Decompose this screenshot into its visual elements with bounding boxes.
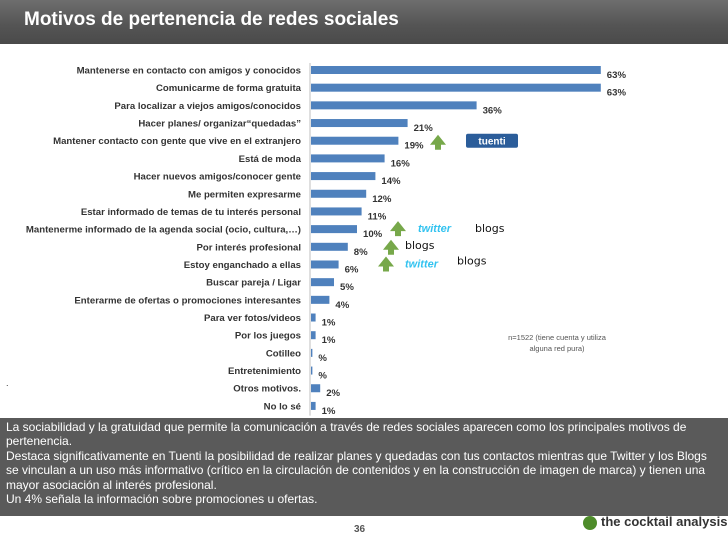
value-label: 21% — [414, 123, 434, 134]
tuenti-logo-text: tuenti — [478, 137, 505, 148]
category-label: Para localizar a viejos amigos/conocidos — [114, 101, 301, 112]
category-label: No lo sé — [264, 401, 301, 412]
value-label: 2% — [326, 388, 340, 399]
blogs-label: blogs — [405, 239, 435, 252]
stray-dot: . — [6, 378, 9, 388]
bar — [311, 242, 348, 251]
category-label: Buscar pareja / Ligar — [206, 278, 301, 289]
twitter-arrow-icon — [378, 256, 394, 272]
tuenti-arrow-icon — [430, 134, 446, 150]
category-label: Otros motivos. — [233, 384, 301, 395]
blogs-label: blogs — [457, 254, 487, 267]
value-label: % — [318, 353, 327, 364]
bar — [311, 83, 601, 92]
value-label: 1% — [322, 406, 336, 417]
cocktail-logo: the cocktail analysis — [583, 512, 727, 540]
tuenti-logo-icon — [466, 133, 518, 148]
category-label: Estar informado de temas de tu interés p… — [81, 207, 301, 218]
bar — [311, 119, 408, 128]
logo-mark-icon — [583, 516, 597, 530]
blogs-label: blogs — [475, 222, 505, 235]
value-label: 14% — [381, 176, 401, 187]
summary-paragraph-1: La sociabilidad y la gratuidad que permi… — [6, 420, 687, 449]
value-label: 19% — [404, 141, 424, 152]
bar — [311, 172, 376, 181]
bar — [311, 366, 313, 375]
bar — [311, 331, 316, 340]
value-label: 63% — [607, 70, 627, 81]
bar — [311, 66, 601, 74]
bar — [311, 384, 321, 393]
twitter-logo-icon: twitter — [405, 258, 439, 270]
value-label: 11% — [368, 211, 387, 222]
category-label: Cotilleo — [266, 348, 301, 359]
bar — [311, 101, 477, 110]
bar — [311, 225, 357, 234]
bar — [311, 295, 330, 304]
bar — [311, 278, 334, 287]
bar — [311, 189, 367, 198]
category-label: Enterarme de ofertas o promociones inter… — [74, 295, 301, 306]
bar — [311, 136, 399, 145]
bar — [311, 260, 339, 269]
page-title: Motivos de pertenencia de redes sociales — [24, 9, 399, 30]
bar — [311, 154, 385, 163]
value-label: 5% — [340, 282, 354, 293]
page-number: 36 — [354, 524, 366, 535]
value-label: 16% — [391, 158, 411, 169]
value-label: % — [318, 371, 327, 382]
category-label: Comunicarme de forma gratuita — [156, 83, 302, 94]
value-label: 12% — [372, 194, 392, 205]
category-label: Entretenimiento — [228, 366, 301, 377]
bar-chart: Mantenerse en contacto con amigos y cono… — [6, 63, 627, 417]
category-label: Mantener contacto con gente que vive en … — [53, 136, 301, 147]
twitter-logo-icon: twitter — [418, 223, 452, 235]
value-label: 36% — [483, 105, 503, 116]
bar — [311, 313, 316, 322]
value-label: 1% — [322, 335, 336, 346]
summary-paragraph-2: Destaca significativamente en Tuenti la … — [6, 448, 707, 492]
category-label: Por los juegos — [235, 331, 301, 342]
value-label: 10% — [363, 229, 383, 240]
title-bar: Motivos de pertenencia de redes sociales — [0, 0, 728, 44]
category-label: Hacer nuevos amigos/conocer gente — [134, 172, 301, 183]
category-label: Mantenerme informado de la agenda social… — [26, 225, 301, 236]
category-label: Estoy enganchado a ellas — [184, 260, 301, 271]
category-label: Para ver fotos/videos — [204, 313, 301, 324]
summary-box: La sociabilidad y la gratuidad que permi… — [0, 418, 728, 516]
category-label: Me permiten expresarme — [188, 189, 301, 200]
bar — [311, 207, 362, 216]
twitter-arrow-icon — [390, 221, 406, 237]
value-label: 63% — [607, 88, 627, 99]
category-label: Mantenerse en contacto con amigos y cono… — [77, 66, 301, 77]
value-label: 4% — [335, 300, 349, 311]
footer: 36 — [0, 516, 728, 546]
category-label: Por interés profesional — [197, 242, 302, 253]
bar — [311, 401, 316, 410]
sample-note: n=1522 (tiene cuenta y utiliza alguna red… — [508, 333, 607, 353]
value-label: 8% — [354, 247, 368, 258]
logo-text: the cocktail analysis — [601, 514, 728, 529]
summary-paragraph-3: Un 4% señala la información sobre promoc… — [6, 492, 318, 507]
value-label: 1% — [322, 318, 336, 329]
category-label: Hacer planes/ organizar“quedadas” — [138, 119, 301, 130]
bar — [311, 348, 313, 357]
category-label: Está de moda — [239, 154, 302, 165]
blogs-arrow-icon — [383, 239, 399, 255]
value-label: 6% — [345, 264, 359, 275]
